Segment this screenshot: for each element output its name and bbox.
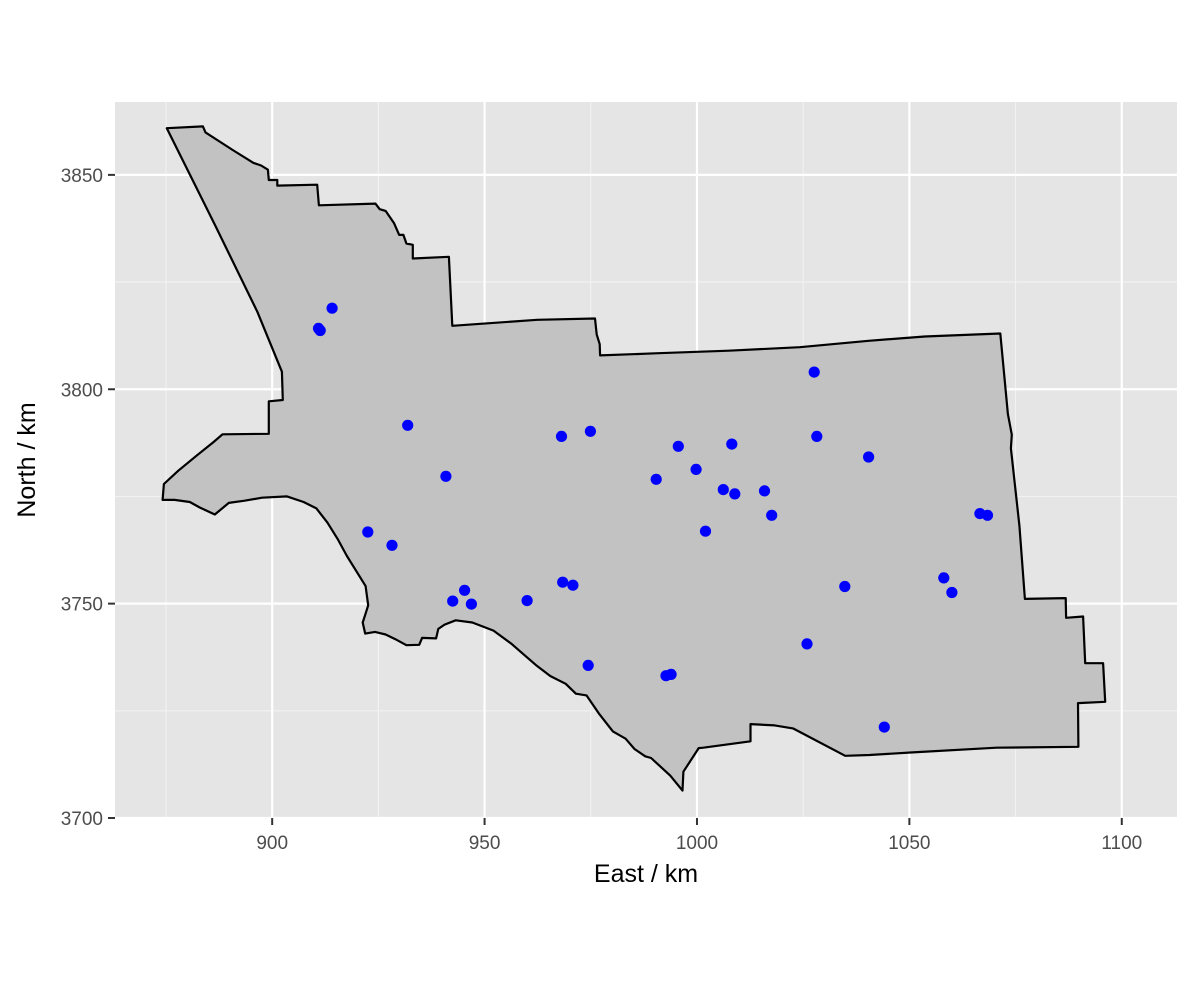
data-point <box>672 440 684 452</box>
x-tick-label: 1100 <box>1101 833 1142 854</box>
y-tick-label: 3700 <box>61 809 103 830</box>
y-tick-label: 3800 <box>61 380 103 401</box>
data-point <box>584 425 597 437</box>
data-point <box>465 598 477 610</box>
data-point <box>362 526 374 538</box>
data-point <box>567 579 579 591</box>
data-point <box>729 488 741 500</box>
data-point <box>459 584 471 596</box>
y-axis-title: North / km <box>13 402 41 517</box>
data-point <box>981 509 994 521</box>
y-tick-label: 3750 <box>61 595 103 616</box>
data-point <box>878 721 890 733</box>
x-tick-label: 1050 <box>888 833 930 854</box>
data-point <box>811 430 823 442</box>
x-axis: 900 950 1000 1050 1100 <box>256 818 1142 854</box>
data-point <box>717 484 729 496</box>
data-point <box>665 668 677 681</box>
data-point <box>839 580 851 593</box>
data-point <box>326 302 338 314</box>
data-point <box>314 324 326 337</box>
data-point <box>650 473 662 485</box>
data-point <box>726 438 738 450</box>
region-layer <box>161 125 1107 792</box>
data-point <box>699 525 712 537</box>
data-point <box>946 586 958 599</box>
data-point <box>766 509 778 521</box>
data-point <box>582 659 594 672</box>
data-point <box>863 451 875 463</box>
x-tick-label: 1000 <box>676 833 718 854</box>
data-point <box>402 419 414 431</box>
data-point <box>440 470 452 482</box>
points-layer <box>312 302 994 733</box>
region-polygon <box>161 125 1107 792</box>
data-point <box>447 595 459 607</box>
data-point <box>808 366 820 378</box>
y-axis: 3700 3750 3800 3850 <box>61 166 115 830</box>
data-point <box>521 595 533 607</box>
data-point <box>555 430 568 442</box>
data-point <box>690 463 702 475</box>
data-point <box>758 485 771 497</box>
x-tick-label: 900 <box>256 833 288 854</box>
y-tick-label: 3850 <box>61 166 103 187</box>
data-point <box>801 638 813 650</box>
data-point <box>557 576 569 588</box>
x-axis-title: East / km <box>594 860 698 888</box>
x-tick-label: 950 <box>469 833 501 854</box>
data-point <box>386 539 398 551</box>
data-point <box>938 572 950 584</box>
